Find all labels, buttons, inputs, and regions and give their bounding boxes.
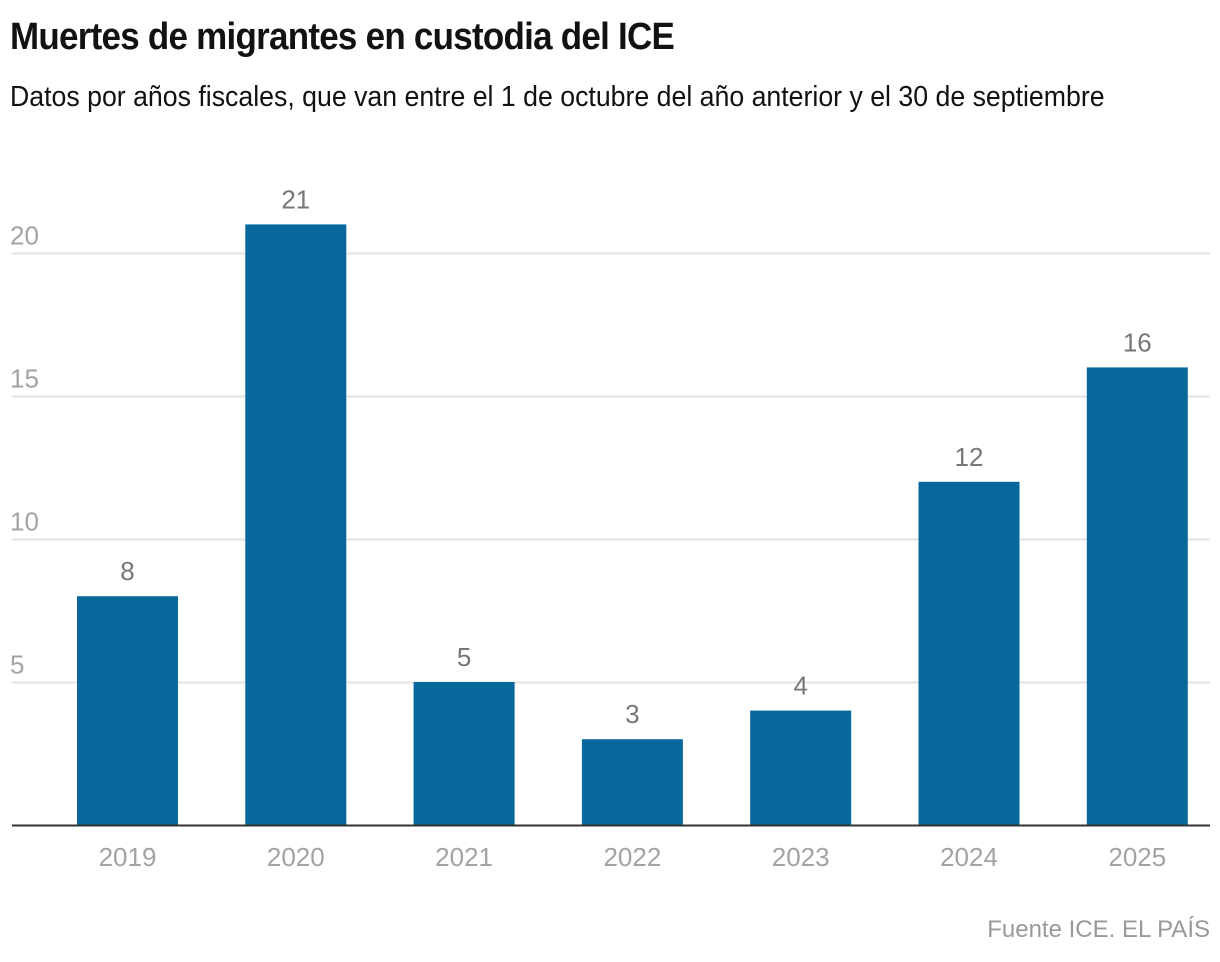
chart-title: Muertes de migrantes en custodia del ICE bbox=[10, 16, 675, 58]
gridlines bbox=[12, 252, 1210, 684]
bar-2019 bbox=[77, 596, 178, 825]
x-tick-label-2023: 2023 bbox=[772, 842, 830, 872]
data-labels: 8 21 5 3 4 12 16 bbox=[120, 184, 1151, 729]
y-tick-label: 5 bbox=[10, 650, 24, 680]
x-tick-label-2022: 2022 bbox=[603, 842, 661, 872]
source-credit: Fuente ICE. EL PAÍS bbox=[987, 916, 1210, 943]
bar-2024 bbox=[918, 481, 1020, 825]
chart-subtitle: Datos por años fiscales, que van entre e… bbox=[10, 81, 1105, 113]
y-tick-label: 10 bbox=[10, 507, 39, 537]
bar-2023 bbox=[750, 710, 852, 825]
bar-2025 bbox=[1086, 367, 1188, 825]
data-label-2024: 12 bbox=[955, 442, 984, 472]
data-label-2021: 5 bbox=[457, 642, 471, 672]
data-label-2025: 16 bbox=[1123, 327, 1152, 357]
x-tick-label-2024: 2024 bbox=[940, 842, 998, 872]
data-label-2023: 4 bbox=[793, 671, 807, 701]
bar-2022 bbox=[581, 739, 683, 825]
x-tick-label-2021: 2021 bbox=[435, 842, 493, 872]
x-axis-ticks: 2019 2020 2021 2022 2023 2024 2025 bbox=[99, 842, 1167, 872]
data-label-2019: 8 bbox=[120, 556, 134, 586]
y-axis-ticks: 5 10 15 20 bbox=[10, 221, 39, 680]
data-label-2022: 3 bbox=[625, 699, 639, 729]
x-tick-label-2025: 2025 bbox=[1108, 842, 1166, 872]
bar-2020 bbox=[245, 224, 347, 825]
y-tick-label: 15 bbox=[10, 364, 39, 394]
bar-2021 bbox=[413, 682, 515, 825]
x-tick-label-2020: 2020 bbox=[267, 842, 325, 872]
data-label-2020: 21 bbox=[281, 184, 310, 214]
bars bbox=[77, 224, 1188, 825]
y-tick-label: 20 bbox=[10, 221, 39, 251]
x-tick-label-2019: 2019 bbox=[99, 842, 157, 872]
